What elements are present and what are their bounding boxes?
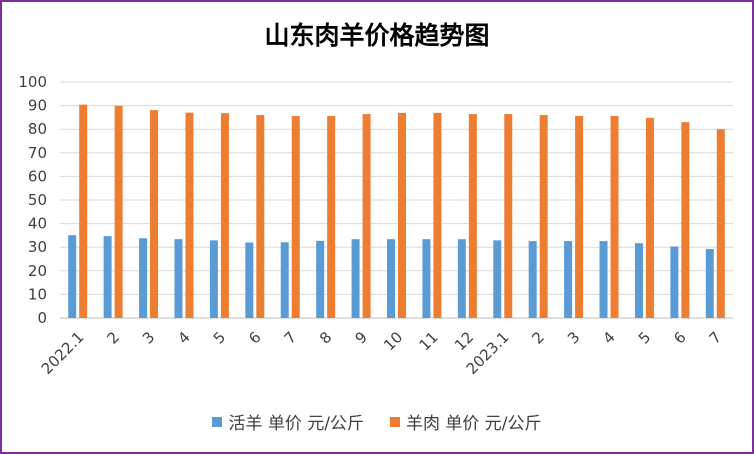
bar-mutton (185, 112, 194, 319)
x-tick-label: 2 (103, 328, 122, 347)
bar-mutton (398, 112, 406, 318)
legend: 活羊 单价 元/公斤 羊肉 单价 元/公斤 (2, 409, 752, 434)
bar-live-sheep (103, 236, 112, 318)
legend-label-live-sheep: 活羊 单价 元/公斤 (228, 414, 364, 434)
bar-mutton (645, 117, 654, 318)
bar-live-sheep (316, 240, 325, 318)
bar-mutton (150, 110, 159, 318)
bar-live-sheep (139, 238, 148, 318)
bar-mutton (220, 113, 229, 318)
y-tick-label: 20 (28, 262, 47, 280)
bar-mutton (681, 122, 690, 319)
x-tick-label: 10 (380, 328, 406, 354)
bar-mutton (433, 112, 442, 318)
bar-live-sheep (245, 242, 254, 318)
legend-swatch-live-sheep (212, 416, 223, 427)
bar-mutton (114, 105, 123, 318)
bar-live-sheep (670, 246, 679, 318)
x-tick-label: 5 (210, 328, 229, 347)
bar-live-sheep (422, 239, 431, 318)
bar-mutton (256, 115, 265, 318)
x-tick-label: 4 (174, 328, 193, 347)
bar-live-sheep (705, 249, 714, 318)
bar-mutton (79, 104, 88, 318)
x-tick-label: 5 (635, 328, 654, 347)
bar-live-sheep (387, 239, 395, 318)
bar-mutton (327, 115, 336, 318)
y-tick-label: 70 (28, 144, 47, 162)
bar-live-sheep (457, 239, 466, 318)
x-tick-label: 2022.1 (38, 328, 88, 378)
bar-mutton (539, 115, 548, 318)
bar-mutton (362, 114, 371, 318)
y-tick-label: 10 (28, 285, 47, 303)
x-tick-label: 2 (529, 328, 548, 347)
bar-live-sheep (209, 240, 218, 318)
x-tick-label: 9 (351, 328, 370, 347)
bar-mutton (716, 129, 725, 318)
x-tick-label: 6 (245, 328, 264, 347)
bar-mutton (610, 115, 619, 318)
x-tick-label: 12 (451, 328, 477, 354)
y-tick-label: 40 (28, 215, 47, 233)
x-tick-label: 7 (281, 328, 300, 347)
bar-live-sheep (599, 241, 608, 318)
bar-live-sheep (634, 243, 643, 318)
legend-item-live-sheep: 活羊 单价 元/公斤 (212, 409, 364, 434)
legend-label-mutton: 羊肉 单价 元/公斤 (406, 414, 542, 434)
x-tick-label: 3 (564, 328, 583, 347)
x-tick-label: 11 (416, 328, 442, 354)
y-tick-label: 90 (28, 97, 47, 115)
bar-live-sheep (493, 240, 502, 318)
y-tick-label: 30 (28, 238, 47, 256)
legend-item-mutton: 羊肉 单价 元/公斤 (390, 409, 542, 434)
bar-live-sheep (528, 241, 537, 318)
y-tick-label: 100 (18, 73, 47, 91)
x-tick-label: 7 (706, 328, 725, 347)
legend-swatch-mutton (390, 416, 400, 427)
y-tick-label: 60 (28, 167, 47, 185)
bar-mutton (575, 115, 584, 318)
x-tick-label: 8 (316, 328, 335, 347)
bar-live-sheep (564, 241, 573, 318)
chart-title: 山东肉羊价格趋势图 (264, 21, 490, 50)
bar-mutton (291, 115, 300, 318)
x-tick-label: 3 (139, 328, 158, 347)
y-tick-label: 0 (37, 309, 47, 327)
x-tick-label: 6 (670, 328, 689, 347)
bar-mutton (504, 114, 513, 318)
bar-live-sheep (351, 239, 360, 318)
y-tick-label: 50 (28, 191, 47, 209)
bar-live-sheep (174, 239, 183, 318)
x-tick-label: 4 (599, 328, 618, 347)
bar-mutton (468, 114, 477, 318)
bar-live-sheep (280, 242, 289, 318)
bar-live-sheep (68, 235, 77, 318)
y-tick-label: 80 (28, 120, 47, 138)
